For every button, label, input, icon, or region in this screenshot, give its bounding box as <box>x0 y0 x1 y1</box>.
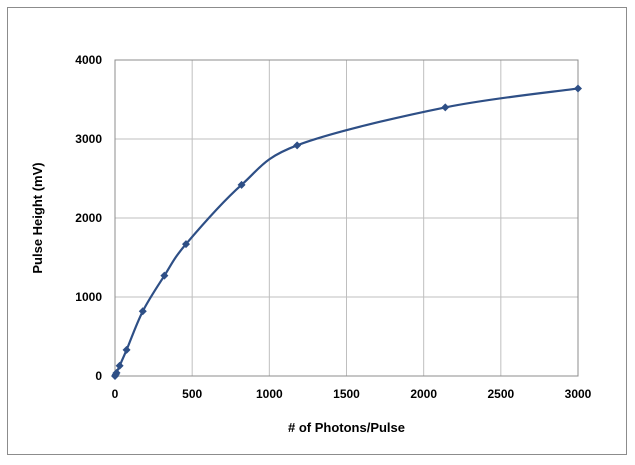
x-tick-label: 0 <box>112 387 119 401</box>
y-tick-label: 3000 <box>75 132 102 146</box>
chart-frame <box>7 7 627 455</box>
grid-lines <box>114 59 579 377</box>
data-markers <box>111 84 582 380</box>
x-axis-ticks: 0 500 1000 1500 2000 2500 3000 <box>112 387 592 401</box>
y-tick-label: 4000 <box>75 53 102 67</box>
data-point-8 <box>237 180 246 189</box>
x-tick-label: 2500 <box>487 387 514 401</box>
x-axis-title: # of Photons/Pulse <box>288 420 405 435</box>
y-axis-ticks: 0 1000 2000 3000 4000 <box>75 53 102 383</box>
data-point-9 <box>293 141 302 150</box>
x-tick-label: 2000 <box>410 387 437 401</box>
data-point-4 <box>122 345 131 354</box>
x-tick-label: 1000 <box>256 387 283 401</box>
y-tick-label: 0 <box>95 369 102 383</box>
y-tick-label: 1000 <box>75 290 102 304</box>
plot-area-border <box>114 59 579 377</box>
data-point-2 <box>112 368 121 377</box>
y-axis-title: Pulse Height (mV) <box>30 162 45 273</box>
data-point-7 <box>181 240 190 249</box>
x-tick-label: 3000 <box>565 387 592 401</box>
x-tick-label: 1500 <box>333 387 360 401</box>
y-tick-label: 2000 <box>75 211 102 225</box>
data-point-5 <box>138 307 147 316</box>
data-point-3 <box>115 361 124 370</box>
data-point-11 <box>574 84 582 93</box>
x-tick-label: 500 <box>182 387 202 401</box>
data-point-6 <box>160 271 169 280</box>
data-point-10 <box>441 103 450 112</box>
